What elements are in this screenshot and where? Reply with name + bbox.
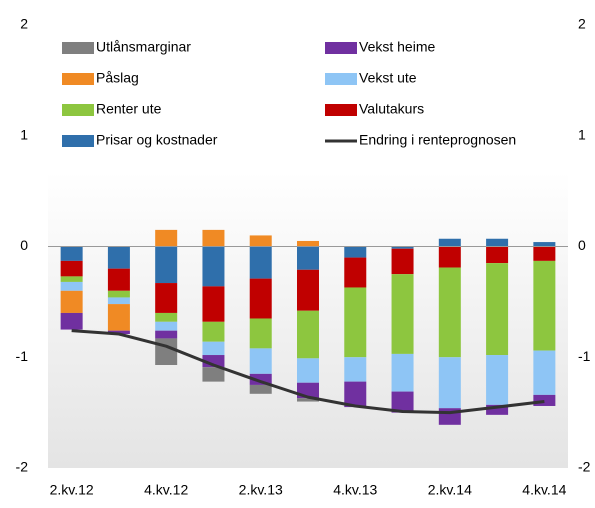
- legend-label: Utlånsmarginar: [96, 39, 191, 55]
- x-tick-label: 2.kv.12: [50, 482, 94, 498]
- bar-segment: [155, 312, 178, 322]
- bar-segment: [202, 367, 225, 382]
- bar-segment: [107, 304, 130, 331]
- bar-segment: [249, 384, 272, 394]
- legend-label: Prisar og kostnader: [96, 132, 218, 148]
- bar-segment: [202, 321, 225, 342]
- bar-segment: [60, 312, 83, 330]
- bar-segment: [297, 246, 319, 270]
- legend-swatch: [325, 42, 357, 54]
- bar-segment: [297, 240, 319, 247]
- bar-segment: [438, 246, 461, 268]
- x-tick-label: 4.kv.12: [144, 482, 188, 498]
- y-tick-label: 0: [20, 237, 28, 253]
- bar-segment: [60, 290, 83, 313]
- bar-segment: [249, 348, 272, 374]
- bar-segment: [344, 246, 367, 258]
- bar-segment: [533, 350, 556, 395]
- bar-segment: [155, 246, 178, 284]
- legend-label: Valutakurs: [359, 101, 424, 117]
- x-tick-label: 4.kv.13: [333, 482, 377, 498]
- bar-segment: [202, 286, 225, 322]
- bar-segment: [391, 391, 414, 413]
- bar-segment: [391, 353, 414, 392]
- x-tick-label: 2.kv.13: [239, 482, 283, 498]
- bar-segment: [486, 246, 509, 264]
- bar-segment: [391, 246, 414, 249]
- legend-swatch: [62, 42, 94, 54]
- bar-segment: [344, 357, 367, 382]
- bar-segment: [60, 276, 83, 282]
- bar-segment: [391, 274, 414, 354]
- line-series: [71, 329, 545, 415]
- bar-segment: [297, 310, 319, 359]
- bar-segment: [533, 260, 556, 351]
- bar-segment: [486, 355, 509, 405]
- bar-segment: [107, 246, 130, 269]
- bar-segment: [155, 330, 178, 339]
- legend-label: Vekst ute: [359, 70, 417, 86]
- bar-segment: [202, 246, 225, 287]
- bar-segment: [438, 267, 461, 358]
- x-tick-label: 4.kv.14: [522, 482, 566, 498]
- bar-segment: [155, 338, 178, 366]
- bar-segment: [155, 321, 178, 331]
- bar-segment: [438, 238, 461, 247]
- bar-segment: [297, 269, 319, 311]
- x-tick-label: 2.kv.14: [428, 482, 472, 498]
- y2-tick-label: -2: [578, 459, 591, 475]
- bar-segment: [486, 238, 509, 247]
- legend-swatch: [62, 73, 94, 85]
- bar-segment: [344, 257, 367, 288]
- legend-swatch: [325, 73, 357, 85]
- bar-segment: [60, 281, 83, 291]
- bar-segment: [249, 373, 272, 385]
- y2-tick-label: 0: [578, 237, 586, 253]
- legend-label: Endring i renteprognosen: [359, 132, 516, 148]
- bar-segment: [533, 242, 556, 247]
- bar-segment: [249, 235, 272, 247]
- bar-segment: [202, 229, 225, 247]
- y-tick-label: 1: [20, 126, 28, 142]
- bar-segment: [107, 290, 130, 298]
- bar-segment: [60, 260, 83, 277]
- y-tick-label: -1: [16, 348, 29, 364]
- bar-segment: [249, 318, 272, 349]
- bar-segment: [438, 357, 461, 409]
- bar-segment: [249, 278, 272, 319]
- bar-segment: [533, 246, 556, 261]
- bar-segment: [297, 398, 319, 402]
- bar-segment: [155, 229, 178, 247]
- bar-segment: [486, 263, 509, 356]
- legend-swatch: [325, 104, 357, 116]
- legend-swatch: [62, 135, 94, 147]
- legend-label: Vekst heime: [359, 39, 435, 55]
- legend-label: Påslag: [96, 70, 139, 86]
- bar-segment: [297, 358, 319, 383]
- bar-segment: [202, 341, 225, 356]
- bar-segment: [486, 404, 509, 415]
- bar-segment: [391, 248, 414, 275]
- bar-segment: [107, 297, 130, 305]
- y2-tick-label: -1: [578, 348, 591, 364]
- bar-segment: [107, 268, 130, 291]
- y-tick-label: -2: [16, 459, 29, 475]
- bar-segment: [344, 381, 367, 408]
- bar-segment: [155, 283, 178, 313]
- bar-segment: [60, 246, 83, 261]
- y2-tick-label: 2: [578, 16, 586, 32]
- bar-segment: [249, 246, 272, 279]
- bar-segment: [107, 330, 130, 334]
- bar-segment: [344, 287, 367, 358]
- y-tick-label: 2: [20, 16, 28, 32]
- legend-label: Renter ute: [96, 101, 162, 117]
- legend-swatch: [62, 104, 94, 116]
- bar-segment: [533, 394, 556, 406]
- y2-tick-label: 1: [578, 126, 586, 142]
